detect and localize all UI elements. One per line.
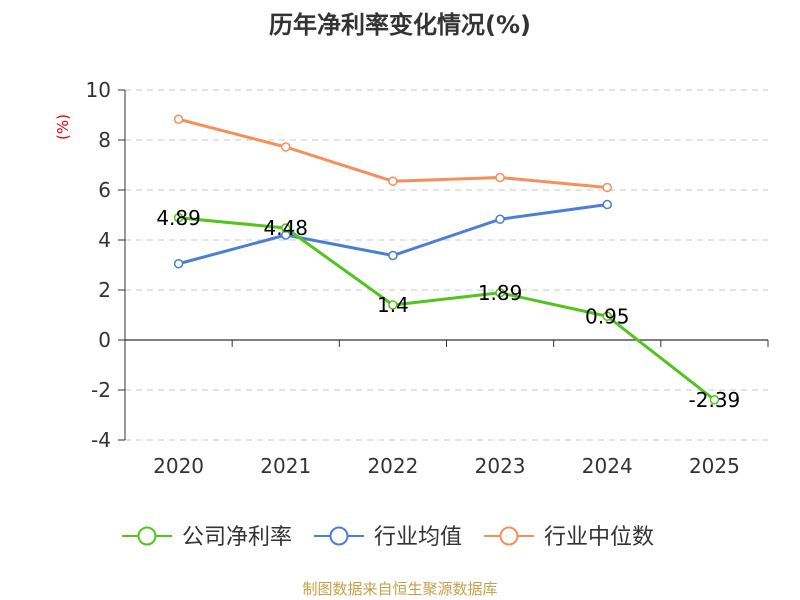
legend-label: 行业均值 bbox=[374, 525, 462, 550]
x-tick-labels: 2020 2021 2022 2023 2024 2025 bbox=[153, 454, 740, 478]
data-label: 4.48 bbox=[263, 216, 308, 240]
x-tick-label: 2021 bbox=[260, 454, 311, 478]
legend-marker bbox=[137, 526, 157, 546]
y-tick-label: 4 bbox=[98, 228, 111, 252]
data-source: 制图数据来自恒生聚源数据库 bbox=[302, 580, 497, 598]
data-label: 4.89 bbox=[156, 206, 201, 230]
data-point bbox=[709, 395, 720, 405]
series-lines bbox=[173, 114, 720, 405]
y-tick-label: -4 bbox=[91, 428, 111, 452]
data-point bbox=[173, 114, 184, 124]
data-point bbox=[281, 223, 291, 233]
data-labels: 4.89 4.48 1.4 1.89 0.95 -2.39 bbox=[156, 206, 740, 412]
data-point bbox=[495, 288, 505, 298]
data-point bbox=[388, 250, 398, 261]
legend-label: 行业中位数 bbox=[544, 525, 654, 550]
y-tick-label: -2 bbox=[91, 378, 111, 402]
data-point bbox=[602, 311, 612, 321]
data-point bbox=[495, 172, 505, 183]
x-tick-label: 2020 bbox=[153, 454, 204, 478]
data-point bbox=[173, 259, 184, 269]
y-tick-label: 2 bbox=[98, 278, 111, 302]
x-tick-label: 2023 bbox=[475, 454, 526, 478]
y-tick-label: 8 bbox=[98, 128, 111, 152]
series-line bbox=[178, 216, 716, 401]
data-point bbox=[388, 300, 398, 310]
data-point bbox=[388, 176, 398, 186]
data-point bbox=[495, 214, 505, 224]
legend[interactable]: 公司净利率 行业均值 行业中位数 bbox=[122, 525, 654, 550]
data-label: 1.89 bbox=[478, 281, 523, 305]
axes bbox=[118, 89, 769, 441]
legend-item[interactable]: 行业中位数 bbox=[484, 525, 654, 550]
legend-marker bbox=[499, 526, 519, 546]
legend-item[interactable]: 公司净利率 bbox=[122, 525, 292, 550]
data-point bbox=[602, 199, 612, 210]
y-tick-label: 0 bbox=[98, 328, 111, 352]
y-tick-labels: -4 -2 0 2 4 6 8 10 bbox=[86, 78, 111, 452]
legend-label: 公司净利率 bbox=[182, 525, 292, 550]
legend-item[interactable]: 行业均值 bbox=[314, 525, 462, 550]
grid-lines bbox=[125, 89, 768, 441]
y-tick-label: 6 bbox=[98, 178, 111, 202]
x-tick-label: 2022 bbox=[367, 454, 418, 478]
y-axis-label: (%) bbox=[54, 114, 72, 140]
chart-title: 历年净利率变化情况(%) bbox=[269, 11, 531, 39]
y-tick-label: 10 bbox=[86, 78, 111, 102]
x-tick-label: 2025 bbox=[689, 454, 740, 478]
data-label: 1.4 bbox=[377, 293, 409, 317]
data-label: 0.95 bbox=[585, 304, 630, 328]
data-point bbox=[173, 213, 184, 223]
data-label: -2.39 bbox=[689, 388, 741, 412]
x-tick-label: 2024 bbox=[582, 454, 633, 478]
data-point bbox=[281, 142, 291, 152]
data-point bbox=[602, 182, 612, 193]
legend-marker bbox=[329, 526, 349, 546]
